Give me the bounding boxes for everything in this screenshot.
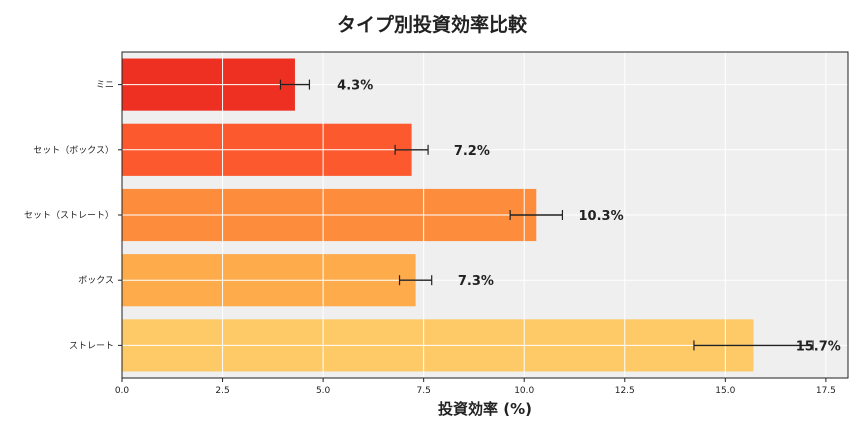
x-tick-label: 12.5 <box>615 386 635 396</box>
y-tick-label: ストレート <box>69 341 114 351</box>
y-tick-label: セット（ボックス） <box>33 145 114 156</box>
x-tick-label: 5.0 <box>316 386 331 396</box>
x-tick-label: 2.5 <box>215 386 229 396</box>
data-label: 10.3% <box>579 209 624 224</box>
plot-frame <box>121 51 849 379</box>
y-tick-label: ボックス <box>78 275 114 286</box>
x-tick-label: 7.5 <box>416 386 430 396</box>
x-tick-label: 10.0 <box>514 386 534 396</box>
data-label: 7.3% <box>458 274 494 289</box>
x-tick-label: 17.5 <box>816 386 836 396</box>
data-label: 7.2% <box>454 144 490 159</box>
data-label: 4.3% <box>337 79 373 94</box>
x-tick-label: 15.0 <box>715 386 735 396</box>
y-tick-label: セット（ストレート） <box>24 210 114 221</box>
y-tick-label: ミニ <box>96 81 114 91</box>
data-label: 15.7% <box>796 339 841 354</box>
x-tick-label: 0.0 <box>115 386 130 396</box>
x-axis-label: 投資効率 (%) <box>438 400 532 418</box>
chart-title: タイプ別投資効率比較 <box>336 14 527 36</box>
